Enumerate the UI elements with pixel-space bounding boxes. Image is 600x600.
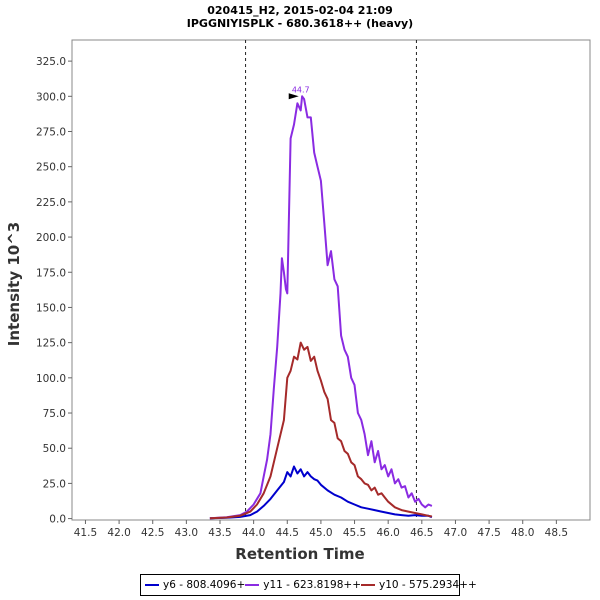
y-tick-label: 325.0	[36, 56, 66, 68]
legend: y6 - 808.4096+ y11 - 623.8198++ y10 - 575.…	[140, 574, 477, 596]
series-line	[209, 465, 433, 520]
x-tick-label: 44.5	[276, 527, 299, 539]
x-tick-label: 45.5	[343, 527, 366, 539]
y-tick-label: 125.0	[36, 338, 66, 350]
legend-item: y11 - 623.8198++	[245, 579, 361, 591]
y-tick-label: 175.0	[36, 267, 66, 279]
x-tick-label: 45.0	[309, 527, 332, 539]
x-tick-label: 46.0	[376, 527, 399, 539]
legend-item: y6 - 808.4096+	[145, 579, 245, 591]
x-tick-label: 47.5	[477, 527, 500, 539]
x-tick-label: 42.5	[141, 527, 164, 539]
x-tick-label: 48.5	[545, 527, 568, 539]
legend-swatch	[361, 584, 376, 586]
x-tick-label: 47.0	[444, 527, 467, 539]
y-tick-label: 250.0	[36, 162, 66, 174]
legend-swatch	[145, 584, 159, 586]
legend-label: y11 - 623.8198++	[263, 579, 362, 591]
y-tick-label: 225.0	[36, 197, 66, 209]
y-tick-label: 200.0	[36, 232, 66, 244]
x-axis-label: Retention Time	[235, 545, 365, 563]
x-tick-label: 43.5	[208, 527, 231, 539]
legend-item: y10 - 575.2934++	[361, 579, 477, 591]
y-tick-label: 150.0	[36, 302, 66, 314]
y-tick-label: 300.0	[36, 91, 66, 103]
y-tick-label: 50.0	[43, 443, 66, 455]
y-tick-label: 0.0	[49, 514, 66, 526]
peak-marker-arrow	[288, 93, 299, 100]
legend-label: y10 - 575.2934++	[379, 579, 477, 591]
y-tick-label: 75.0	[43, 408, 66, 420]
peak-label: 44.7	[292, 85, 310, 94]
y-axis-label: Intensity 10^3	[5, 221, 23, 347]
x-tick-label: 46.5	[410, 527, 433, 539]
plot-frame	[71, 39, 591, 521]
y-tick-label: 25.0	[43, 478, 66, 490]
series-line	[209, 341, 433, 520]
x-tick-label: 48.0	[511, 527, 534, 539]
legend-swatch	[245, 584, 260, 586]
x-tick-label: 41.5	[74, 527, 97, 539]
x-tick-label: 43.0	[175, 527, 198, 539]
x-tick-label: 42.0	[107, 527, 130, 539]
y-tick-label: 100.0	[36, 373, 66, 385]
chart-subtitle: IPGGNIYISPLK - 680.3618++ (heavy)	[186, 17, 414, 30]
chart-title: 020415_H2, 2015-02-04 21:09	[207, 4, 393, 17]
legend-label: y6 - 808.4096+	[163, 579, 246, 591]
y-tick-label: 275.0	[36, 126, 66, 138]
x-tick-label: 44.0	[242, 527, 265, 539]
series-line	[209, 95, 433, 520]
